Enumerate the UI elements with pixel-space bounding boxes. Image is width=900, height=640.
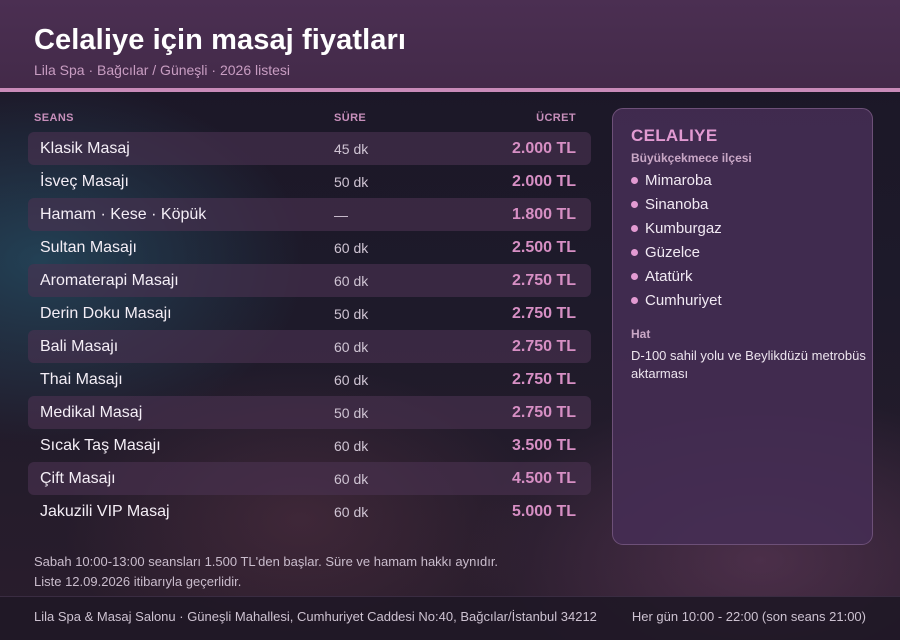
- location-card: CELALIYE Büyükçekmece ilçesi Mimaroba Si…: [612, 108, 873, 545]
- card-title: CELALIYE: [631, 126, 718, 145]
- page-header: Celaliye için masaj fiyatları Lila Spa ·…: [0, 0, 900, 88]
- list-item: Mimaroba: [631, 171, 722, 195]
- row-duration: 60 dk: [334, 339, 369, 355]
- page-footer: Lila Spa & Masaj Salonu · Güneşli Mahall…: [0, 596, 900, 640]
- row-price: 2.750 TL: [511, 338, 576, 355]
- row-duration: 50 dk: [334, 306, 369, 322]
- table-row: Sultan Masajı 60 dk 2.500 TL: [28, 231, 591, 264]
- row-duration: 50 dk: [334, 174, 369, 190]
- neighborhood-name: Mimaroba: [645, 172, 712, 189]
- footer-address: Lila Spa & Masaj Salonu · Güneşli Mahall…: [34, 609, 597, 624]
- table-header: SEANS SÜRE ÜCRET: [0, 112, 600, 126]
- bullet-icon: [631, 201, 638, 208]
- pricing-note: Sabah 10:00-13:00 seansları 1.500 TL'den…: [34, 552, 594, 592]
- table-row: Derin Doku Masajı 50 dk 2.750 TL: [28, 297, 591, 330]
- table-row: Jakuzili VIP Masaj 60 dk 5.000 TL: [28, 495, 591, 528]
- row-duration: 60 dk: [334, 438, 369, 454]
- row-price: 3.500 TL: [511, 437, 576, 454]
- table-row: Thai Masajı 60 dk 2.750 TL: [28, 363, 591, 396]
- row-duration: 45 dk: [334, 141, 369, 157]
- row-duration: 60 dk: [334, 504, 369, 520]
- row-name: Klasik Masaj: [40, 140, 130, 157]
- row-price: 2.750 TL: [511, 272, 576, 289]
- list-item: Kumburgaz: [631, 219, 722, 243]
- row-price: 2.000 TL: [511, 140, 576, 157]
- row-name: Hamam · Kese · Köpük: [40, 206, 207, 223]
- card-district: Büyükçekmece ilçesi: [631, 151, 752, 165]
- note-line-validity: Liste 12.09.2026 itibarıyla geçerlidir.: [34, 574, 242, 589]
- row-name: Bali Masajı: [40, 338, 119, 355]
- neighborhood-name: Sinanoba: [645, 196, 709, 213]
- bullet-icon: [631, 249, 638, 256]
- table-row: Çift Masajı 60 dk 4.500 TL: [28, 462, 591, 495]
- row-name: Medikal Masaj: [40, 404, 143, 421]
- neighborhood-name: Atatürk: [645, 268, 693, 285]
- row-name: Çift Masajı: [40, 470, 116, 487]
- footer-hours: Her gün 10:00 - 22:00 (son seans 21:00): [631, 609, 866, 624]
- bullet-icon: [631, 273, 638, 280]
- row-duration: 60 dk: [334, 273, 369, 289]
- row-price: 2.750 TL: [511, 305, 576, 322]
- row-price: 2.750 TL: [511, 371, 576, 388]
- bullet-icon: [631, 225, 638, 232]
- row-price: 1.800 TL: [511, 206, 576, 223]
- row-name: İsveç Masajı: [40, 173, 129, 190]
- row-price: 5.000 TL: [511, 503, 576, 520]
- column-header-price: ÜCRET: [536, 112, 576, 124]
- table-row: Aromaterapi Masajı 60 dk 2.750 TL: [28, 264, 591, 297]
- neighborhood-list: Mimaroba Sinanoba Kumburgaz Güzelce Atat…: [631, 171, 722, 315]
- neighborhood-name: Kumburgaz: [645, 220, 722, 237]
- column-header-duration: SÜRE: [334, 112, 367, 124]
- row-duration: 60 dk: [334, 372, 369, 388]
- page-title: Celaliye için masaj fiyatları: [34, 24, 407, 56]
- page-subtitle: Lila Spa · Bağcılar / Güneşli · 2026 lis…: [34, 62, 291, 78]
- list-item: Güzelce: [631, 243, 722, 267]
- table-row: Sıcak Taş Masajı 60 dk 3.500 TL: [28, 429, 591, 462]
- table-row: Medikal Masaj 50 dk 2.750 TL: [28, 396, 591, 429]
- header-divider: [0, 88, 900, 92]
- list-item: Atatürk: [631, 267, 722, 291]
- neighborhood-name: Güzelce: [645, 244, 701, 261]
- row-duration: 60 dk: [334, 471, 369, 487]
- table-row: İsveç Masajı 50 dk 2.000 TL: [28, 165, 591, 198]
- transit-label: Hat: [631, 327, 651, 341]
- list-item: Cumhuriyet: [631, 291, 722, 315]
- row-price: 2.000 TL: [511, 173, 576, 190]
- row-name: Jakuzili VIP Masaj: [40, 503, 170, 520]
- bullet-icon: [631, 177, 638, 184]
- table-row: Hamam · Kese · Köpük — 1.800 TL: [28, 198, 591, 231]
- transit-text: D-100 sahil yolu ve Beylikdüzü metrobüs …: [631, 348, 866, 381]
- row-name: Aromaterapi Masajı: [40, 272, 179, 289]
- row-name: Sultan Masajı: [40, 239, 137, 256]
- row-price: 2.500 TL: [511, 239, 576, 256]
- column-header-session: SEANS: [34, 112, 74, 124]
- row-name: Sıcak Taş Masajı: [40, 437, 161, 454]
- row-name: Derin Doku Masajı: [40, 305, 172, 322]
- row-duration: 50 dk: [334, 405, 369, 421]
- neighborhood-name: Cumhuriyet: [645, 292, 722, 309]
- row-duration: —: [334, 207, 348, 223]
- list-item: Sinanoba: [631, 195, 722, 219]
- row-duration: 60 dk: [334, 240, 369, 256]
- bullet-icon: [631, 297, 638, 304]
- table-row: Bali Masajı 60 dk 2.750 TL: [28, 330, 591, 363]
- table-row: Klasik Masaj 45 dk 2.000 TL: [28, 132, 591, 165]
- row-name: Thai Masajı: [40, 371, 123, 388]
- row-price: 4.500 TL: [511, 470, 576, 487]
- note-line-morning: Sabah 10:00-13:00 seansları 1.500 TL'den…: [34, 554, 499, 569]
- row-price: 2.750 TL: [511, 404, 576, 421]
- price-table: Klasik Masaj 45 dk 2.000 TL İsveç Masajı…: [28, 132, 591, 528]
